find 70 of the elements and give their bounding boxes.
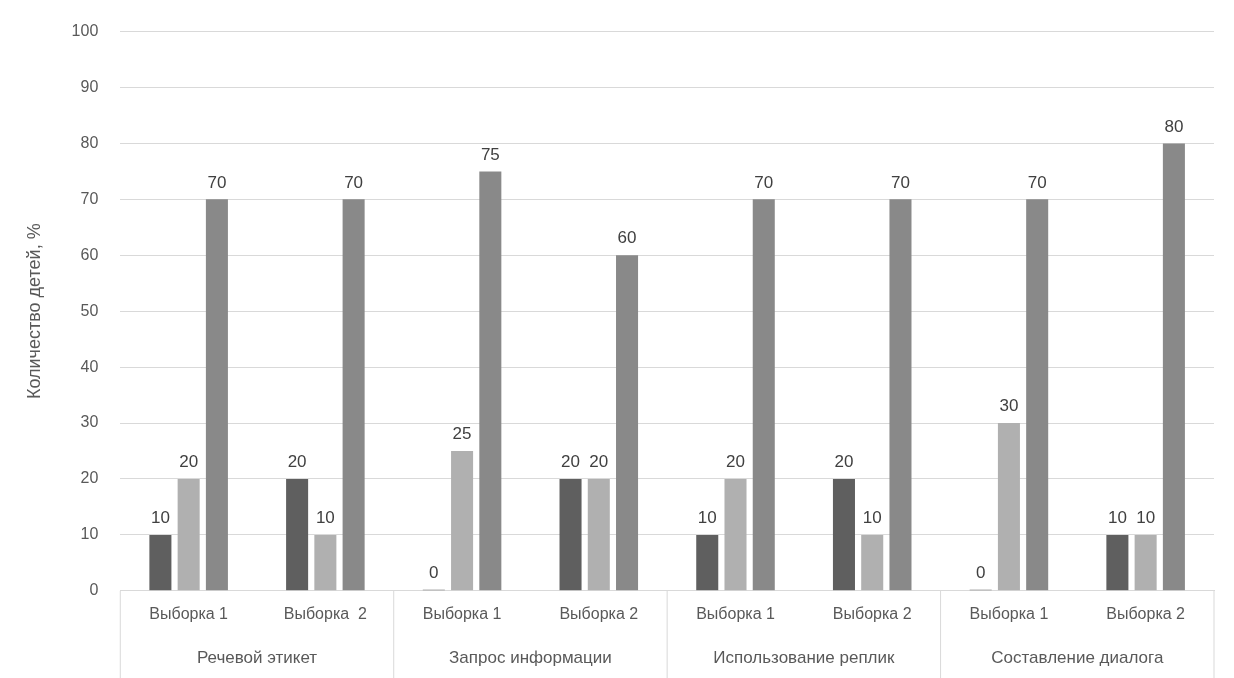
x-tick-label: Выборка 1 (149, 604, 229, 622)
y-tick-label: 30 (80, 413, 99, 431)
bar (1134, 534, 1157, 591)
bar (451, 451, 474, 591)
x-tick-label: Выборка 2 (1106, 604, 1186, 622)
text: Запрос информации (449, 648, 612, 668)
bar (616, 255, 639, 591)
data-label: 20 (179, 452, 199, 472)
data-label: 10 (150, 508, 170, 528)
text: Использование реплик (713, 648, 895, 668)
data-label: 70 (344, 172, 364, 192)
data-label: 20 (561, 452, 580, 472)
data-label: 60 (617, 228, 637, 248)
data-label: 20 (834, 452, 854, 472)
data-label: 20 (287, 452, 307, 472)
bar (177, 478, 200, 591)
bar (559, 478, 582, 591)
y-tick-label: 40 (80, 357, 99, 375)
data-label: 25 (452, 424, 472, 444)
data-label: 75 (480, 144, 500, 164)
data-label: 10 (862, 508, 882, 528)
data-label: 20 (726, 452, 745, 472)
x-tick-label: Выборка 1 (969, 604, 1049, 622)
y-tick-label: 100 (71, 22, 99, 40)
text: Речевой этикет (196, 648, 318, 668)
bar (342, 199, 365, 591)
x-tick-label: Выборка 2 (283, 604, 368, 622)
bar (861, 534, 884, 591)
y-tick-label: 50 (80, 301, 99, 319)
y-tick-label: 10 (80, 525, 99, 543)
data-label: 10 (315, 508, 335, 528)
text: Составление диалога (991, 648, 1164, 668)
y-tick-label: 70 (80, 189, 99, 207)
x-tick-label: Выборка 1 (422, 604, 502, 622)
data-label: 70 (1027, 172, 1047, 192)
data-label: 10 (1107, 508, 1127, 528)
bar (1026, 199, 1049, 591)
y-axis-title: Количество детей, % (23, 223, 44, 400)
x-tick-label: Выборка 2 (832, 604, 912, 622)
bar (889, 199, 912, 591)
y-tick-label: 90 (80, 77, 99, 95)
bar (1106, 534, 1129, 591)
bar (696, 534, 719, 591)
data-label: 10 (1136, 508, 1156, 528)
bar (286, 478, 309, 591)
data-label: 10 (697, 508, 717, 528)
data-label: 70 (754, 172, 774, 192)
bar (587, 478, 610, 591)
bar (724, 478, 747, 591)
data-label: 80 (1164, 116, 1184, 136)
y-tick-label: 80 (80, 133, 99, 151)
bar (205, 199, 228, 591)
data-label: 0 (429, 562, 439, 582)
data-label: 30 (999, 396, 1019, 416)
bar (752, 199, 775, 591)
x-tick-label: Выборка 1 (696, 604, 775, 622)
bar (479, 171, 502, 591)
bar (832, 478, 855, 591)
bar (149, 534, 172, 591)
bar (314, 534, 337, 591)
x-tick-label: Выборка 2 (559, 604, 639, 622)
data-label: 0 (975, 562, 986, 582)
data-label: 20 (589, 452, 609, 472)
bar (1162, 143, 1185, 591)
data-label: 70 (207, 172, 227, 192)
y-tick-label: 20 (80, 469, 99, 487)
data-label: 70 (891, 172, 910, 192)
y-tick-label: 0 (89, 581, 99, 599)
bar (997, 423, 1020, 591)
y-tick-label: 60 (80, 245, 99, 263)
